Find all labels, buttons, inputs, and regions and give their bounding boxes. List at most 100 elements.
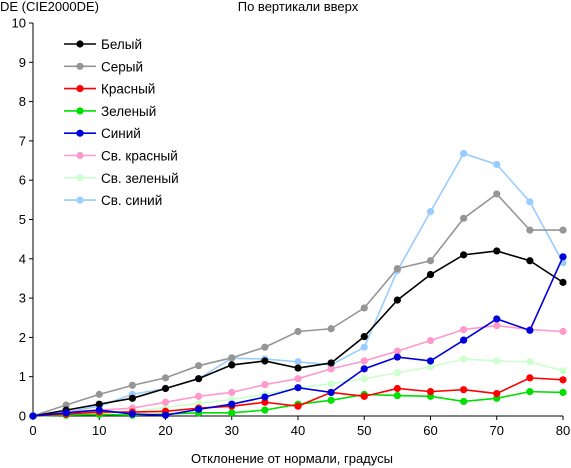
data-point xyxy=(360,343,368,351)
legend-label: Св. зеленый xyxy=(101,171,179,186)
data-point xyxy=(261,357,269,365)
legend-item: Св. синий xyxy=(64,193,162,208)
legend-swatch-marker xyxy=(76,62,84,70)
legend-item: Св. зеленый xyxy=(64,171,179,186)
data-point xyxy=(294,358,302,366)
y-axis-label: DE (CIE2000DE) xyxy=(0,0,99,14)
data-point xyxy=(95,406,103,414)
data-point xyxy=(393,296,401,304)
data-point xyxy=(360,375,368,383)
data-point xyxy=(228,409,236,417)
legend-item: Серый xyxy=(64,59,143,74)
data-point xyxy=(493,247,501,255)
data-point xyxy=(426,208,435,216)
data-point xyxy=(426,336,435,345)
series-line xyxy=(32,192,563,417)
series-line xyxy=(32,377,564,417)
data-point xyxy=(393,369,401,377)
legend-item: Зеленый xyxy=(64,104,156,119)
series-layer xyxy=(29,149,567,420)
data-point xyxy=(460,149,468,158)
data-point xyxy=(261,393,269,401)
data-point xyxy=(493,389,501,398)
data-point xyxy=(95,390,103,398)
series-1 xyxy=(29,247,567,420)
data-point xyxy=(128,381,136,389)
data-point xyxy=(426,363,435,371)
data-point xyxy=(294,384,302,392)
data-point xyxy=(460,336,468,344)
x-tick-label: 70 xyxy=(490,423,504,438)
data-point xyxy=(360,365,368,373)
data-point xyxy=(161,374,170,382)
legend-label: Св. красный xyxy=(101,149,178,164)
data-point xyxy=(526,358,534,366)
data-point xyxy=(360,357,368,365)
data-point xyxy=(195,405,203,413)
data-point xyxy=(393,384,401,393)
data-point xyxy=(294,375,302,383)
data-point xyxy=(261,406,269,414)
data-point xyxy=(426,388,435,396)
legend-label: Св. синий xyxy=(101,193,162,208)
data-point xyxy=(460,397,468,406)
data-point xyxy=(327,365,335,373)
data-point xyxy=(526,374,534,382)
data-point xyxy=(493,190,501,198)
data-point xyxy=(228,354,236,362)
legend-swatch-marker xyxy=(76,151,84,160)
data-point xyxy=(559,367,567,375)
y-tick-label: 8 xyxy=(19,94,26,109)
data-point xyxy=(426,357,435,365)
data-point xyxy=(360,392,368,400)
data-point xyxy=(460,325,468,334)
data-point xyxy=(559,376,567,384)
data-point xyxy=(360,333,368,341)
data-point xyxy=(195,392,203,400)
data-point xyxy=(493,160,501,169)
data-point xyxy=(128,394,136,402)
y-tick-label: 9 xyxy=(19,55,26,70)
y-tick-label: 3 xyxy=(19,291,26,306)
x-tick-label: 10 xyxy=(92,423,106,438)
x-tick-label: 40 xyxy=(291,423,305,438)
legend-item: Белый xyxy=(64,37,142,52)
legend-item: Синий xyxy=(64,126,141,141)
data-point xyxy=(228,400,236,408)
data-point xyxy=(327,396,335,404)
data-point xyxy=(128,410,136,418)
x-tick-label: 20 xyxy=(158,423,172,438)
data-point xyxy=(526,388,534,396)
data-point xyxy=(294,364,302,372)
data-point xyxy=(393,391,401,400)
legend-label: Красный xyxy=(101,82,155,97)
y-tick-label: 6 xyxy=(19,173,26,188)
data-point xyxy=(29,412,37,420)
data-point xyxy=(493,322,501,330)
legend-swatch-marker xyxy=(76,107,84,115)
y-tick-label: 7 xyxy=(19,133,26,148)
legend-swatch-marker xyxy=(76,129,84,137)
data-point xyxy=(161,384,170,393)
series-5 xyxy=(29,253,567,420)
data-point xyxy=(195,375,203,383)
data-point xyxy=(559,226,567,234)
x-tick-label: 0 xyxy=(29,423,36,438)
legend-label: Синий xyxy=(101,126,141,141)
x-tick-label: 60 xyxy=(423,423,437,438)
data-point xyxy=(559,327,567,336)
data-point xyxy=(161,411,170,419)
data-point xyxy=(161,398,170,406)
data-point xyxy=(393,347,401,355)
chart-title: По вертикали вверх xyxy=(238,0,359,14)
y-tick-label: 2 xyxy=(19,330,26,345)
data-point xyxy=(195,362,203,370)
data-point xyxy=(559,278,567,286)
axes: 0 1 2 3 4 5 6 7 8 9 10 0 10 20 30 40 50 60 70 80 xyxy=(12,16,571,439)
x-tick-label: 30 xyxy=(225,423,239,438)
data-point xyxy=(493,315,501,323)
legend-label: Серый xyxy=(101,59,143,74)
x-axis-label: Отклонение от нормали, градусы xyxy=(191,451,393,466)
data-point xyxy=(327,380,335,388)
y-tick-label: 1 xyxy=(19,369,26,384)
